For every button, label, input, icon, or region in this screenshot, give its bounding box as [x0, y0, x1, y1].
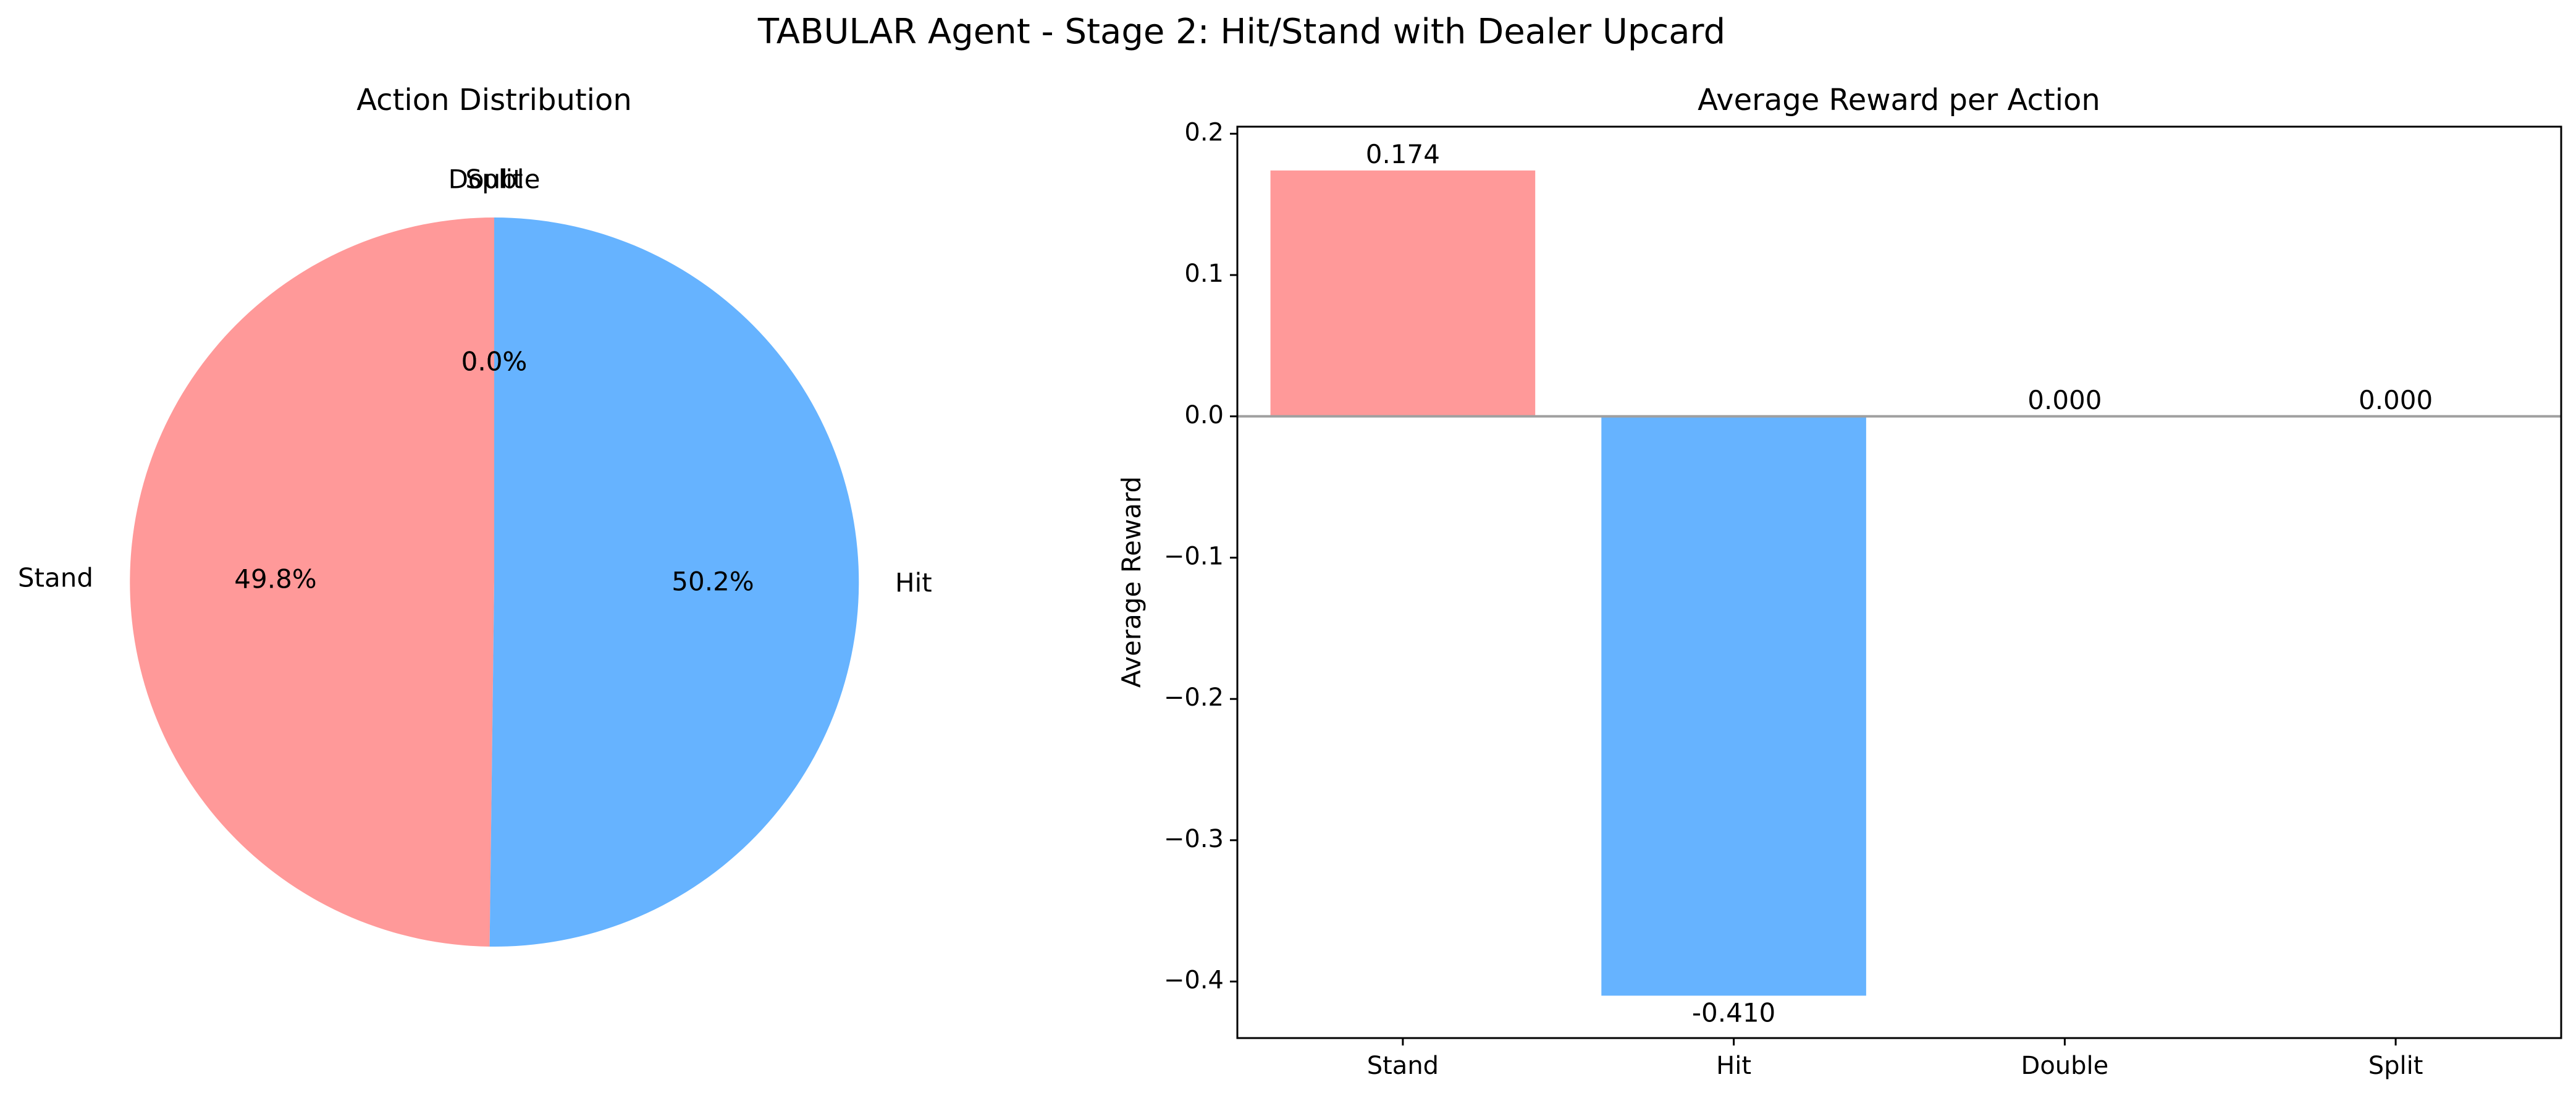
- bar-axes: 0.2 0.1 0.0 −0.1 −0.2 −0.3 −0.4 Stand Hit Double S…: [1164, 118, 2562, 1080]
- y-tick-label: 0.2: [1184, 118, 1224, 146]
- bar-value-label-double: 0.000: [2027, 385, 2102, 415]
- pie-slice-stand: [130, 217, 494, 947]
- pie-chart: Action Distribution Stand 49.8% Hit 50.2% Do…: [18, 83, 932, 947]
- y-tick-label: −0.3: [1164, 825, 1224, 853]
- pie-label-split: Split: [465, 164, 523, 195]
- x-tick-label-hit: Hit: [1716, 1052, 1751, 1080]
- y-axis-label: Average Reward: [1116, 476, 1147, 688]
- figure-title: TABULAR Agent - Stage 2: Hit/Stand with …: [757, 12, 1725, 52]
- pie-percent-stand: 49.8%: [234, 564, 316, 594]
- x-tick-label-split: Split: [2368, 1052, 2423, 1080]
- pie-percent-split: 0.0%: [461, 347, 528, 377]
- pie-percent-double: 0.0%: [461, 347, 528, 377]
- bar-marks: 0.174 -0.410 0.000 0.000: [1270, 139, 2433, 1028]
- y-tick-label: −0.2: [1164, 683, 1224, 712]
- bar-chart-title: Average Reward per Action: [1698, 83, 2100, 117]
- bar-value-label-stand: 0.174: [1366, 139, 1440, 169]
- pie-label-stand: Stand: [18, 562, 93, 593]
- pie-percent-hit: 50.2%: [671, 567, 754, 597]
- bar-chart: Average Reward per Action 0.174 -0.410 0.0…: [1116, 83, 2562, 1080]
- bar-plot-frame: [1236, 125, 2562, 1039]
- y-tick-label: −0.4: [1164, 966, 1224, 995]
- x-tick-label-double: Double: [2021, 1052, 2109, 1080]
- pie-chart-title: Action Distribution: [356, 83, 632, 117]
- y-tick-label: 0.0: [1184, 401, 1224, 429]
- bar-value-label-hit: -0.410: [1692, 997, 1775, 1028]
- y-tick-label: −0.1: [1164, 543, 1224, 571]
- x-tick-label-stand: Stand: [1367, 1052, 1439, 1080]
- pie-slices: [130, 217, 859, 947]
- bar-stand: [1270, 170, 1536, 416]
- y-tick-label: 0.1: [1184, 260, 1224, 288]
- pie-label-double: Double: [448, 164, 541, 195]
- bar-value-label-split: 0.000: [2359, 385, 2433, 415]
- pie-label-hit: Hit: [895, 568, 932, 598]
- pie-slice-hit: [489, 217, 859, 947]
- bar-hit: [1601, 416, 1866, 996]
